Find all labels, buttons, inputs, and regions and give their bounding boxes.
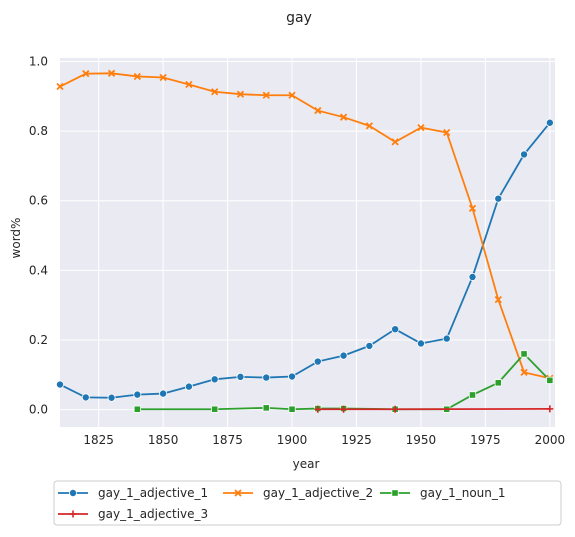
legend-item: gay_1_adjective_3 xyxy=(58,507,208,521)
x-tick-label: 1900 xyxy=(277,433,308,447)
data-point xyxy=(262,91,270,99)
data-point xyxy=(107,393,116,402)
x-axis: 1825 1850 1875 1900 1925 1950 1975 2000 xyxy=(83,433,565,447)
legend-item: gay_1_adjective_1 xyxy=(58,486,208,500)
legend-marker xyxy=(391,489,399,497)
data-point xyxy=(288,372,297,381)
data-point xyxy=(468,391,477,399)
data-point xyxy=(391,405,399,413)
series-gay_1_adjective_1 xyxy=(56,118,554,402)
data-point xyxy=(184,382,193,391)
data-point xyxy=(288,91,296,99)
y-tick-label: 0.8 xyxy=(29,124,48,138)
legend-box xyxy=(53,480,562,526)
x-tick-label: 1825 xyxy=(83,433,114,447)
data-point xyxy=(211,88,219,96)
data-point xyxy=(210,375,219,384)
data-point xyxy=(314,405,322,413)
data-point xyxy=(416,339,425,348)
data-point xyxy=(365,122,374,130)
plot-area xyxy=(60,58,555,427)
grid-lines xyxy=(60,58,555,427)
data-point xyxy=(81,393,90,402)
series-layer xyxy=(56,69,554,413)
y-tick-label: 0.6 xyxy=(29,194,48,208)
data-point xyxy=(546,405,554,413)
data-point xyxy=(133,405,141,413)
data-point xyxy=(494,194,503,203)
data-point xyxy=(442,334,451,343)
data-point xyxy=(159,73,167,82)
y-tick-label: 0.4 xyxy=(29,263,48,277)
data-point xyxy=(545,118,554,127)
legend-marker xyxy=(69,510,77,518)
data-point xyxy=(468,272,477,281)
y-axis-label: word% xyxy=(9,218,23,259)
x-tick-label: 1950 xyxy=(406,433,437,447)
data-point xyxy=(494,295,502,304)
x-tick-label: 1875 xyxy=(212,433,243,447)
data-point xyxy=(546,376,554,384)
y-tick-label: 0.2 xyxy=(29,333,48,347)
series-gay_1_adjective_2 xyxy=(56,69,554,382)
data-point xyxy=(520,350,528,358)
data-point xyxy=(159,389,168,398)
data-point xyxy=(185,80,193,89)
series-line xyxy=(59,122,551,399)
data-point xyxy=(262,373,271,382)
data-point xyxy=(56,380,65,389)
legend: gay_1_adjective_1 gay_1_adjective_2 gay_1_… xyxy=(53,480,562,526)
x-tick-label: 1975 xyxy=(470,433,501,447)
data-point xyxy=(417,123,425,132)
data-point xyxy=(288,405,296,413)
series-line xyxy=(59,72,551,380)
x-tick-label: 1925 xyxy=(341,433,372,447)
data-point xyxy=(262,404,270,412)
data-point xyxy=(236,372,245,381)
y-axis: 0.0 0.2 0.4 0.6 0.8 1.0 xyxy=(29,54,48,416)
data-point xyxy=(133,72,141,81)
data-point xyxy=(339,113,348,121)
data-point xyxy=(520,150,529,159)
x-tick-label: 2000 xyxy=(535,433,566,447)
chart-title: gay xyxy=(286,10,312,26)
data-point xyxy=(236,90,245,98)
x-axis-label: year xyxy=(293,457,320,471)
data-point xyxy=(133,390,142,399)
data-point xyxy=(494,379,502,387)
data-point xyxy=(391,325,400,334)
x-tick-label: 1850 xyxy=(148,433,179,447)
data-point xyxy=(211,405,219,413)
series-gay_1_adjective_3 xyxy=(314,405,554,413)
data-point xyxy=(339,351,348,360)
data-point xyxy=(340,405,348,413)
data-point xyxy=(443,128,451,137)
data-point xyxy=(365,341,374,350)
legend-item: gay_1_noun_1 xyxy=(380,486,506,500)
legend-label: gay_1_noun_1 xyxy=(420,486,506,500)
legend-item: gay_1_adjective_2 xyxy=(223,486,373,500)
data-point xyxy=(107,69,116,77)
legend-marker xyxy=(69,488,78,497)
data-point xyxy=(313,357,322,366)
data-point xyxy=(56,82,64,91)
data-point xyxy=(82,70,90,78)
y-tick-label: 1.0 xyxy=(29,54,48,68)
data-point xyxy=(391,138,399,146)
data-point xyxy=(520,368,528,376)
data-point xyxy=(314,106,322,115)
legend-label: gay_1_adjective_3 xyxy=(98,507,208,521)
legend-label: gay_1_adjective_2 xyxy=(263,486,373,500)
data-point xyxy=(468,204,477,213)
legend-marker xyxy=(234,489,242,497)
y-tick-label: 0.0 xyxy=(29,403,48,417)
legend-label: gay_1_adjective_1 xyxy=(98,486,208,500)
